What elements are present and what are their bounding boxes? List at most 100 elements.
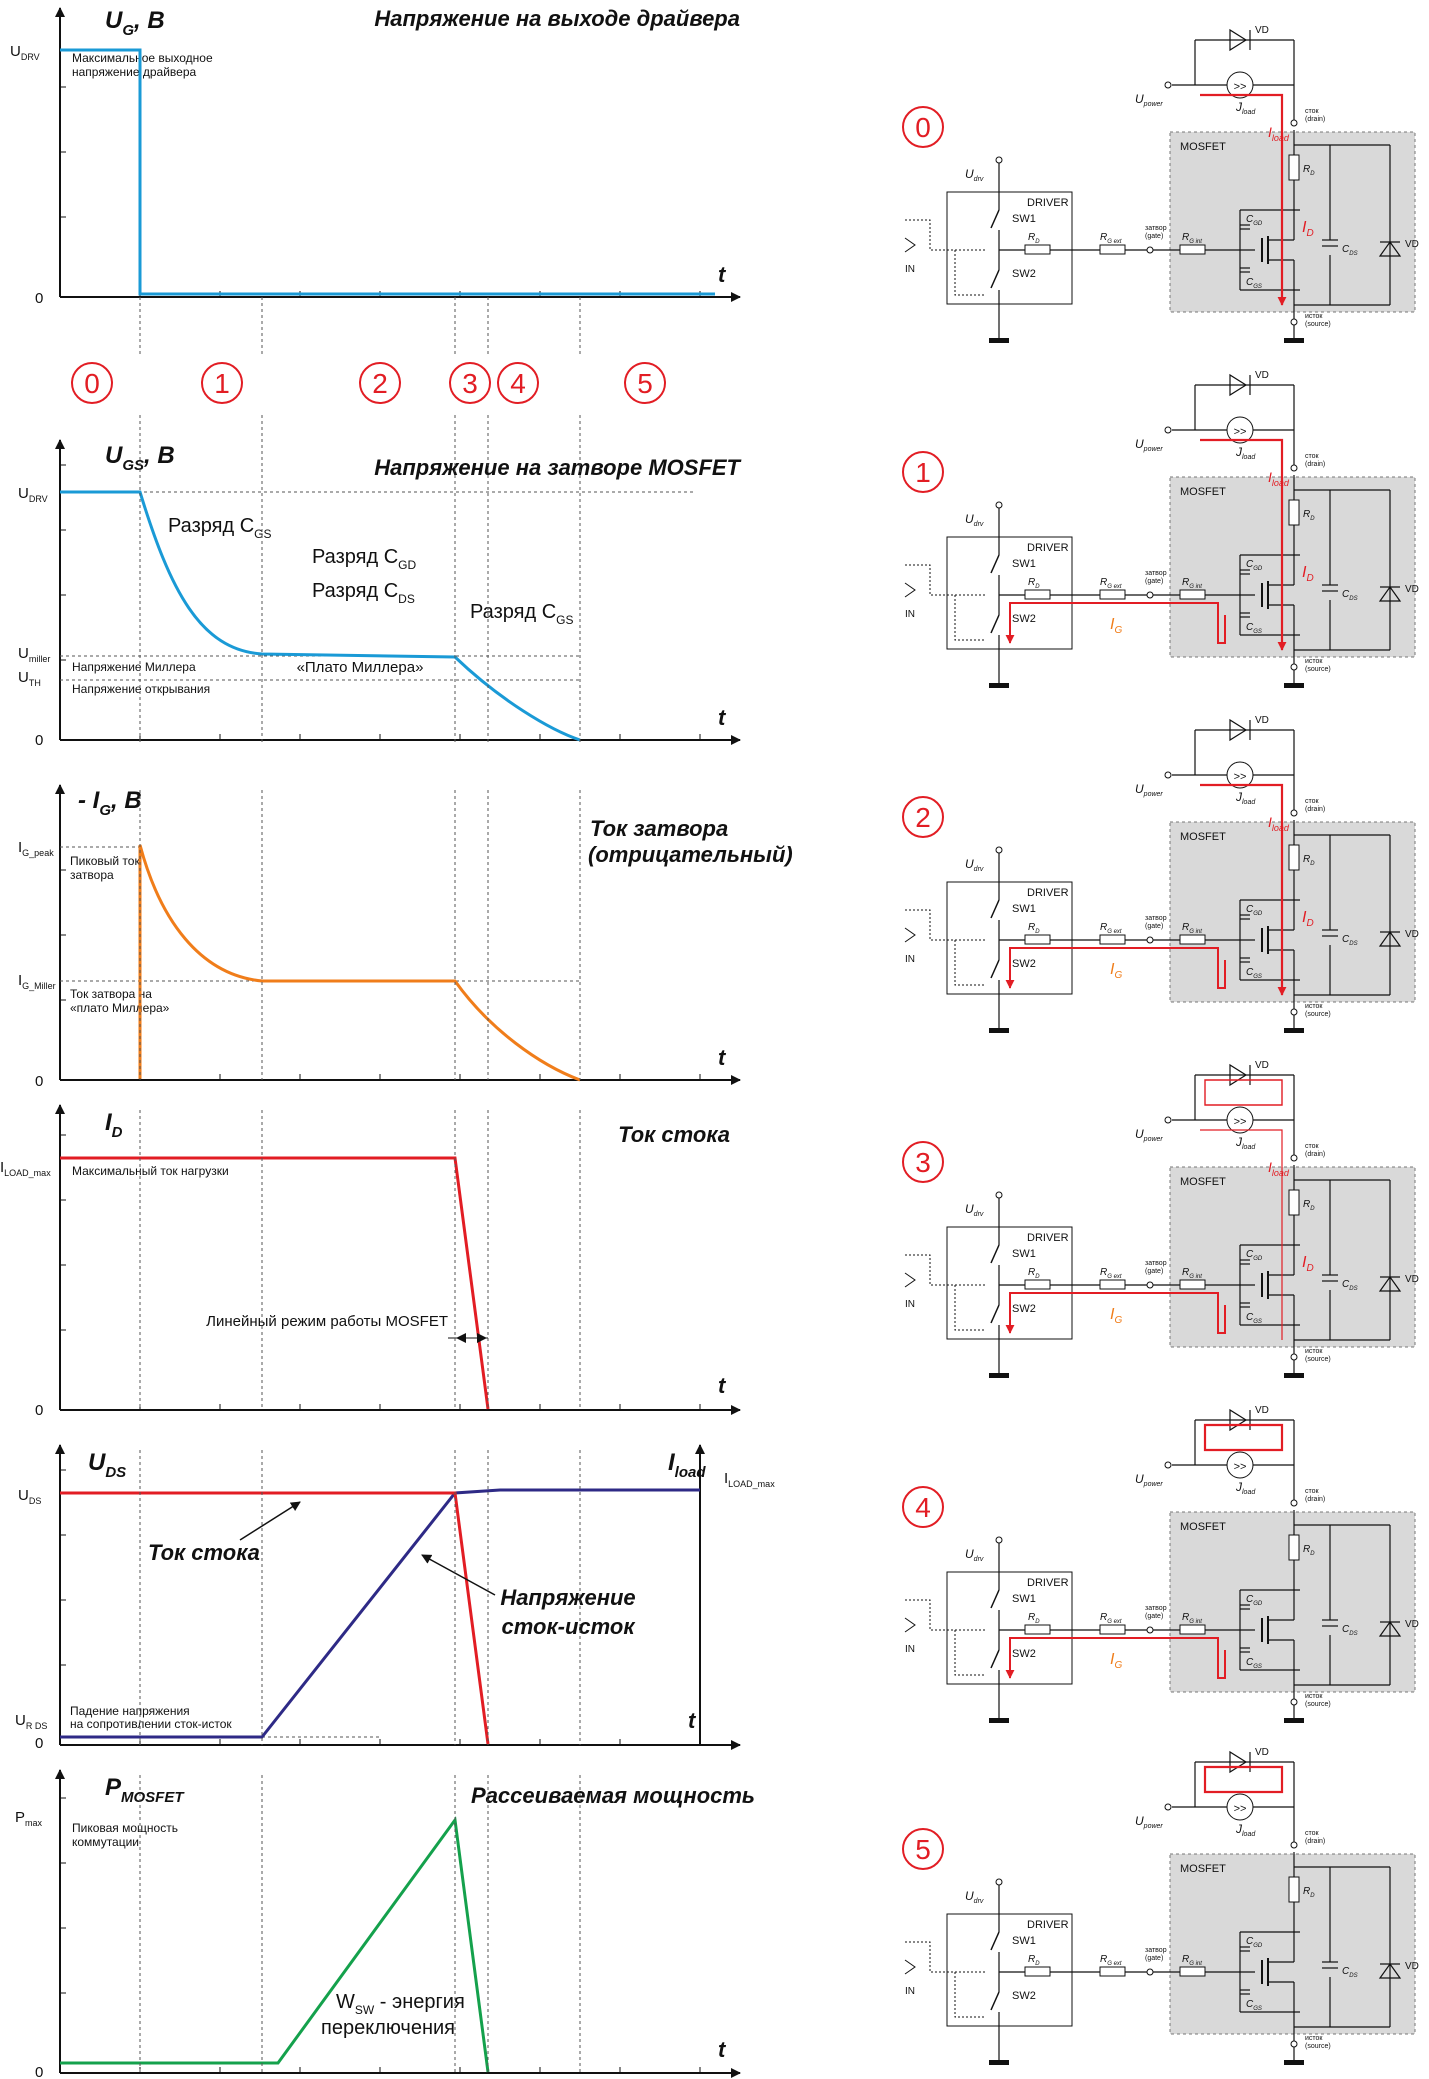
panel-ug: UG, В Напряжение на выходе драйвера UDRV Ма… [10, 6, 741, 307]
drain-label: сток [1305, 1830, 1320, 1837]
gate-current-path [1005, 947, 1226, 989]
phase-number: 1 [214, 368, 230, 399]
sw2 [990, 614, 1000, 634]
ground [989, 1718, 1009, 1723]
panel-uds: UDS Iload ILOAD_max UDS UR DS Падение напряже… [15, 1444, 775, 1752]
rgext-label: RG ext [1100, 232, 1122, 245]
ground [1284, 1718, 1304, 1723]
uds-note: Падение напряжения [70, 1704, 190, 1718]
gate-label: затвор [1145, 1260, 1167, 1267]
ground [989, 338, 1009, 343]
uds-ylabel-right: Iload [668, 1449, 706, 1481]
cds-label: CDS [1342, 934, 1358, 947]
mosfet-label: MOSFET [1180, 1863, 1226, 1875]
phase-markers: 0 1 2 3 4 5 [71, 362, 666, 404]
ugs-ann-cgs: Разряд CGS [168, 515, 272, 541]
freewheel-diode-label: VD [1255, 715, 1269, 726]
drain-label: (drain) [1305, 806, 1325, 813]
freewheel-diode [1229, 718, 1251, 742]
sw1-label: SW1 [1012, 903, 1036, 915]
sw1 [990, 209, 1000, 229]
udrv-terminal [995, 501, 1003, 509]
pm-note: коммутации [72, 1835, 139, 1849]
mosfet-label: MOSFET [1180, 141, 1226, 153]
id-label: ID [1302, 564, 1314, 584]
control-path [905, 1599, 985, 1676]
rgext-resistor [1099, 1966, 1126, 1977]
mosfet-label: MOSFET [1180, 1176, 1226, 1188]
drain-terminal [1290, 1841, 1298, 1849]
rd-resistor [1024, 1279, 1051, 1290]
gate-current-path [1005, 1637, 1226, 1679]
ground [1284, 2060, 1304, 2065]
mosfet-label: MOSFET [1180, 831, 1226, 843]
gate-label: затвор [1145, 1947, 1167, 1954]
drain-label: сток [1305, 108, 1320, 115]
body-diode [1378, 1962, 1402, 1979]
ig-note-miller: Ток затвора на [70, 987, 152, 1001]
id-note: Максимальный ток нагрузки [72, 1164, 229, 1178]
ground [1284, 338, 1304, 343]
udrv-label: Udrv [965, 512, 984, 528]
freewheel-diode-label: VD [1255, 1405, 1269, 1416]
ground [989, 2060, 1009, 2065]
cgd-label: CGD [1246, 1249, 1263, 1262]
rd-drain-label: RD [1303, 1886, 1315, 1899]
cgs-label: CGS [1246, 1999, 1262, 2012]
jload-label: Jload [1235, 1135, 1256, 1151]
udrv-terminal [995, 156, 1003, 164]
drain-terminal [1290, 1154, 1298, 1162]
cds-label: CDS [1342, 1966, 1358, 1979]
phase-circle [902, 451, 944, 493]
sw1 [990, 1931, 1000, 1951]
upower-label: Upower [1135, 92, 1163, 108]
gate-label: (gate) [1145, 923, 1163, 930]
jload-label: Jload [1235, 1480, 1256, 1496]
input-symbol [904, 582, 916, 598]
ug-note: Максимальное выходное [72, 51, 213, 65]
freewheel-diode [1229, 373, 1251, 397]
rd-drain-resistor [1288, 844, 1300, 871]
upower-label: Upower [1135, 1814, 1163, 1830]
ig-tick-peak: IG_peak [18, 839, 54, 858]
rgext-label: RG ext [1100, 1954, 1122, 1967]
iload-label: Iload [1268, 814, 1290, 833]
driver-label: DRIVER [1027, 1919, 1069, 1931]
upower-label: Upower [1135, 437, 1163, 453]
source-terminal [1290, 1698, 1298, 1706]
ground [989, 1028, 1009, 1033]
gate-terminal [1146, 936, 1154, 944]
sw2-label: SW2 [1012, 268, 1036, 280]
in-label: IN [905, 609, 915, 620]
in-label: IN [905, 954, 915, 965]
uds-voltage-label: сток-исток [502, 1614, 637, 1639]
ig-title: (отрицательный) [588, 842, 793, 867]
udrv-label: Udrv [965, 1202, 984, 1218]
ug-tick-udrv: UDRV [10, 43, 40, 62]
phase-number: 4 [915, 1492, 931, 1523]
udrv-label: Udrv [965, 1889, 984, 1905]
freewheel-diode-label: VD [1255, 25, 1269, 36]
upower-terminal [1164, 426, 1172, 434]
body-diode [1378, 1620, 1402, 1637]
rd-resistor [1024, 1966, 1051, 1977]
rd-label: RD [1028, 577, 1040, 590]
rgint-resistor [1179, 1966, 1206, 1977]
cgs-label: CGS [1246, 1312, 1262, 1325]
rgint-label: RG int [1182, 1267, 1202, 1280]
ug-note: напряжение драйвера [72, 65, 197, 79]
ground [1284, 683, 1304, 688]
udrv-terminal [995, 1878, 1003, 1886]
rd-label: RD [1028, 1612, 1040, 1625]
drain-terminal [1290, 1499, 1298, 1507]
sw1-label: SW1 [1012, 213, 1036, 225]
ig-label: IG [1110, 1651, 1122, 1671]
driver-label: DRIVER [1027, 887, 1069, 899]
cgd-label: CGD [1246, 1594, 1263, 1607]
phase-number: 0 [915, 112, 931, 143]
ig-tick-miller: IG_Miller [18, 972, 56, 991]
drain-label: сток [1305, 453, 1320, 460]
rd-drain-label: RD [1303, 1199, 1315, 1212]
